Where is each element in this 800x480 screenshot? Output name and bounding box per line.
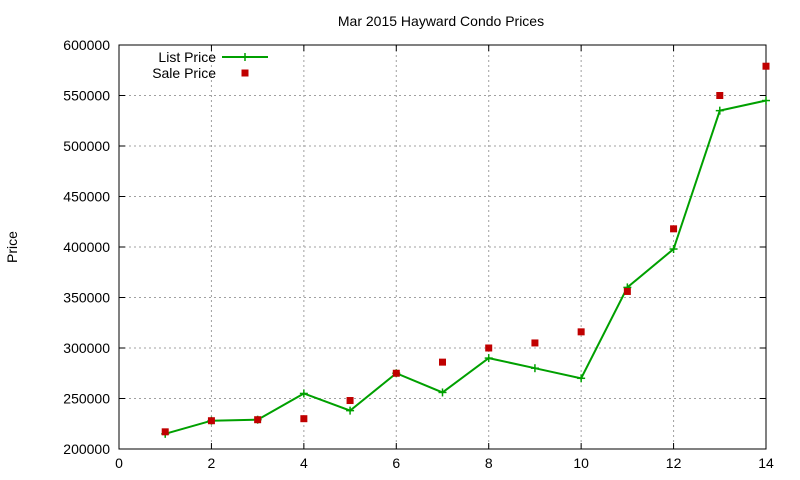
list-price-line [164, 99, 767, 435]
y-tick-label: 550000 [63, 88, 110, 104]
list-price-point [762, 96, 770, 105]
y-tick-label: 600000 [63, 37, 110, 53]
x-tick-label: 6 [392, 455, 400, 471]
y-axis-label: Price [4, 231, 20, 263]
x-tick-label: 12 [666, 455, 682, 471]
x-tick-label: 10 [573, 455, 589, 471]
series-layer [161, 62, 770, 438]
axes [118, 44, 767, 450]
sale-price-point [762, 62, 770, 70]
list-price-point [484, 354, 493, 363]
list-price-point [577, 374, 586, 383]
sale-price-point [670, 225, 678, 233]
ticks: 0 2 4 6 8 10 12 14 200000 250000 300000 350000 40000… [63, 37, 774, 471]
sale-price-point [577, 328, 585, 336]
sale-price-point [439, 358, 446, 366]
sale-price-point [161, 428, 169, 436]
grid [119, 45, 766, 449]
legend-marker-sale-price [241, 69, 249, 77]
sale-price-point [485, 344, 493, 352]
y-tick-label: 300000 [63, 340, 110, 356]
sale-price-point [716, 92, 724, 99]
legend-label-sale-price: Sale Price [152, 65, 216, 81]
x-tick-label: 4 [300, 455, 308, 471]
sale-price-point [346, 397, 354, 405]
sale-price-point [300, 415, 308, 423]
plot-frame [118, 44, 767, 450]
y-tick-label: 350000 [63, 290, 110, 306]
x-tick-label: 0 [115, 455, 123, 471]
x-tick-label: 8 [485, 455, 493, 471]
list-price-point [299, 389, 308, 398]
list-price-point [346, 406, 355, 415]
chart-title: Mar 2015 Hayward Condo Prices [338, 13, 544, 29]
y-tick-label: 200000 [63, 441, 110, 457]
sale-price-point [623, 287, 631, 295]
sale-price-point [254, 416, 262, 424]
y-tick-label: 250000 [63, 391, 110, 407]
list-price-point [438, 388, 447, 397]
legend-marker-list-price [241, 53, 249, 61]
y-tick-label: 450000 [63, 189, 110, 205]
list-price-point [530, 364, 539, 373]
sale-price-point [392, 369, 400, 377]
y-tick-label: 400000 [63, 239, 110, 255]
list-price-point [715, 106, 724, 115]
legend-label-list-price: List Price [158, 49, 216, 65]
sale-price-point [207, 417, 215, 425]
list-price-point [669, 245, 678, 254]
sale-price-point [531, 339, 539, 347]
x-tick-label: 2 [208, 455, 216, 471]
x-tick-label: 14 [758, 455, 774, 471]
y-tick-label: 500000 [63, 138, 110, 154]
